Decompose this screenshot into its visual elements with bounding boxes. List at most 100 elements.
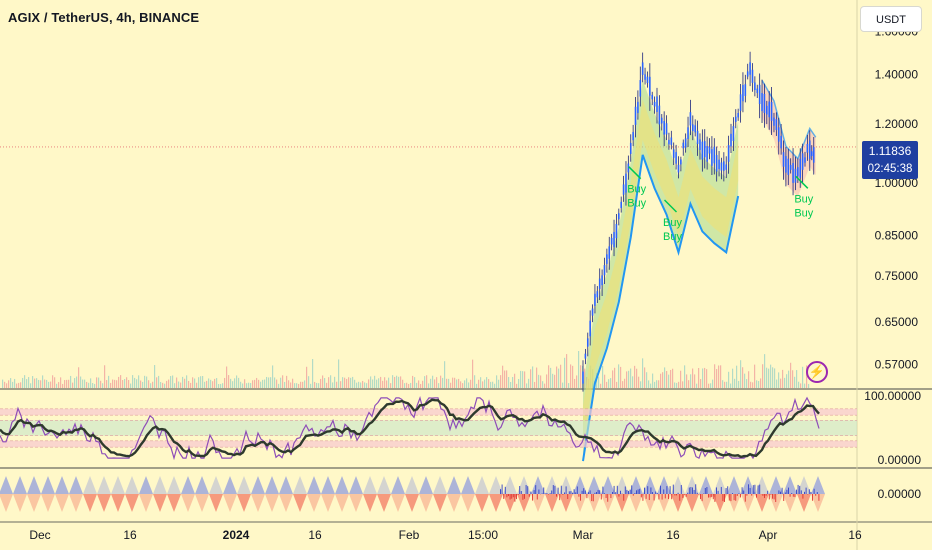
candle-body — [754, 82, 756, 91]
momentum-triangle-down — [405, 494, 419, 512]
momentum-triangle-down — [447, 494, 461, 512]
candle-body — [785, 156, 787, 173]
volume-bar — [140, 380, 142, 388]
histogram-bar — [724, 494, 725, 502]
histogram-bar — [660, 485, 661, 494]
volume-bar — [500, 375, 502, 388]
histogram-bar — [680, 485, 682, 494]
volume-bar — [158, 375, 160, 388]
volume-bar — [602, 365, 604, 388]
volume-bar — [112, 379, 114, 388]
candle-body — [596, 291, 599, 298]
candle-body — [644, 74, 646, 80]
momentum-triangle-up — [503, 476, 517, 494]
x-tick-label: Apr — [759, 528, 778, 542]
momentum-triangle-up — [363, 476, 377, 494]
oscillator-slow-line — [0, 398, 820, 459]
volume-bar — [784, 377, 786, 388]
momentum-triangle-down — [69, 494, 83, 512]
histogram-bar — [661, 494, 663, 500]
x-tick-label: 15:00 — [468, 528, 498, 542]
volume-bar — [554, 374, 556, 388]
y-tick-label: 0.57000 — [875, 358, 919, 372]
volume-bar — [268, 377, 270, 388]
histogram-bar — [716, 487, 717, 494]
histogram-bar — [532, 494, 533, 501]
volume-bar — [422, 380, 424, 388]
volume-bar — [802, 366, 804, 388]
histogram-bar — [600, 494, 602, 500]
volume-bar — [208, 378, 210, 388]
volume-bar — [766, 367, 768, 388]
momentum-triangle-up — [251, 476, 265, 494]
candle-body — [804, 157, 806, 163]
volume-bar — [704, 367, 706, 388]
momentum-triangle-down — [601, 494, 615, 512]
volume-bar — [318, 383, 320, 388]
volume-bar — [426, 375, 428, 388]
candle-body — [651, 94, 654, 100]
volume-bar — [724, 381, 726, 388]
volume-bar — [372, 379, 374, 388]
histogram-bar — [696, 492, 698, 494]
histogram-bar — [805, 487, 807, 494]
volume-bar — [400, 376, 402, 388]
histogram-bar — [591, 494, 593, 502]
volume-bar — [414, 377, 416, 388]
histogram-bar — [636, 490, 637, 494]
lightning-icon[interactable]: ⚡ — [806, 361, 828, 383]
volume-bar — [348, 377, 350, 388]
volume-bar — [276, 379, 278, 388]
candle-body — [749, 62, 751, 75]
volume-bar — [78, 367, 80, 388]
volume-bar — [466, 378, 468, 388]
volume-bar — [124, 379, 126, 388]
histogram-bar — [751, 494, 753, 496]
histogram-bar — [546, 492, 548, 494]
momentum-triangle-up — [279, 476, 293, 494]
volume-bar — [448, 378, 450, 388]
histogram-bar — [616, 485, 618, 494]
volume-bar — [790, 362, 792, 388]
volume-bar — [722, 380, 724, 388]
volume-bar — [188, 380, 190, 388]
volume-bar — [284, 381, 286, 388]
volume-bar — [234, 378, 236, 388]
x-tick-label: Dec — [29, 528, 50, 542]
volume-bar — [364, 382, 366, 388]
volume-bar — [330, 375, 332, 388]
histogram-bar — [773, 494, 775, 500]
histogram-bar — [738, 493, 740, 494]
histogram-bar — [501, 484, 503, 494]
volume-bar — [178, 381, 180, 388]
volume-bar — [408, 383, 410, 388]
volume-bar — [662, 372, 664, 388]
volume-bar — [650, 383, 652, 388]
candle-body — [720, 162, 723, 171]
volume-bar — [432, 375, 434, 388]
momentum-triangle-down — [657, 494, 671, 512]
candle-body — [794, 168, 797, 183]
volume-bar — [342, 377, 344, 388]
histogram-bar — [658, 494, 660, 500]
volume-bar — [326, 382, 328, 388]
buy-signal-label: Buy — [663, 217, 682, 229]
currency-button[interactable]: USDT — [860, 6, 922, 32]
y-tick-label: 1.00000 — [875, 176, 919, 190]
candle-body — [766, 105, 768, 115]
histogram-bar — [816, 492, 818, 494]
signal-arrow — [795, 175, 809, 189]
volume-bar — [346, 378, 348, 388]
y-tick-label: 1.20000 — [875, 117, 919, 131]
volume-bar — [256, 377, 258, 388]
momentum-triangle-up — [391, 476, 405, 494]
momentum-triangle-up — [167, 476, 181, 494]
volume-bar — [452, 377, 454, 388]
momentum-triangle-up — [69, 476, 83, 494]
volume-bar — [412, 375, 414, 388]
momentum-triangle-down — [741, 494, 755, 512]
candle-body — [689, 112, 692, 126]
volume-bar — [728, 371, 730, 388]
volume-bar — [538, 374, 540, 388]
